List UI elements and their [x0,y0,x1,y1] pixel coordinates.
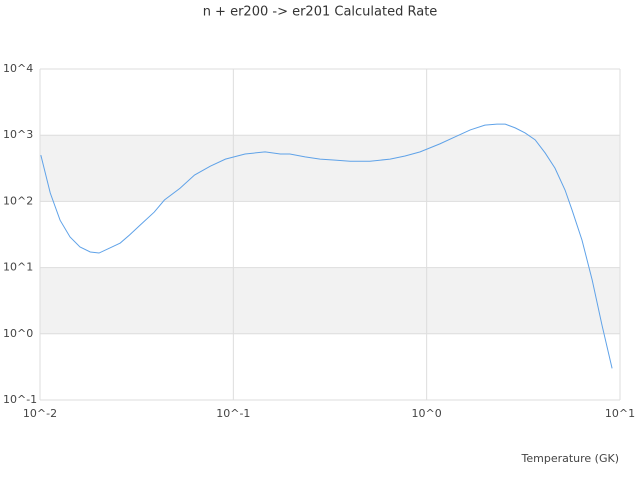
data-line [40,123,613,369]
y-tick-label: 10^4 [3,62,33,75]
y-tick-label: 10^-1 [3,393,37,406]
x-tick-label: 10^1 [605,407,635,420]
plot-background [40,135,620,334]
x-tick-label: 10^-2 [23,407,57,420]
x-tick-label: 10^-1 [216,407,250,420]
grid-band [40,135,620,202]
y-tick-label: 10^2 [3,194,33,207]
x-tick-label: 10^0 [412,407,442,420]
chart-title: n + er200 -> er201 Calculated Rate [203,5,438,20]
y-tick-label: 10^0 [3,327,33,340]
y-tick-label: 10^3 [3,128,33,141]
grid-band [40,267,620,334]
x-axis-label: Temperature (GK) [521,452,620,465]
y-tick-label: 10^1 [3,261,33,274]
